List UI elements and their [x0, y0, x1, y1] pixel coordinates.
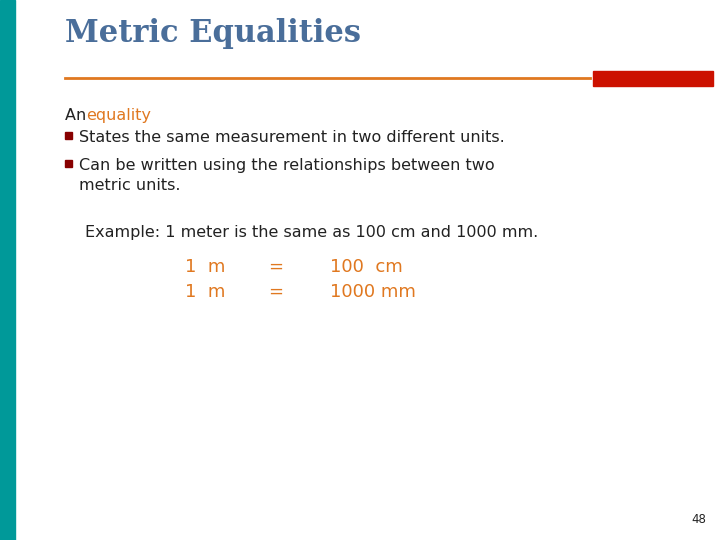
Text: Example: 1 meter is the same as 100 cm and 1000 mm.: Example: 1 meter is the same as 100 cm a… — [85, 225, 539, 240]
Text: 48: 48 — [691, 513, 706, 526]
Bar — [65, 160, 72, 167]
Text: An: An — [65, 108, 91, 123]
Text: 1  m: 1 m — [185, 283, 225, 301]
Text: =: = — [268, 258, 283, 276]
Bar — [65, 132, 72, 139]
Text: equality: equality — [86, 108, 151, 123]
Text: =: = — [268, 283, 283, 301]
Text: 100  cm: 100 cm — [330, 258, 402, 276]
Text: metric units.: metric units. — [79, 178, 181, 193]
Bar — [593, 71, 713, 86]
Bar — [0, 0, 15, 540]
Text: 1  m: 1 m — [185, 258, 225, 276]
Text: Metric Equalities: Metric Equalities — [65, 18, 361, 49]
Text: Can be written using the relationships between two: Can be written using the relationships b… — [79, 158, 495, 173]
Text: 1000 mm: 1000 mm — [330, 283, 416, 301]
Text: States the same measurement in two different units.: States the same measurement in two diffe… — [79, 130, 505, 145]
